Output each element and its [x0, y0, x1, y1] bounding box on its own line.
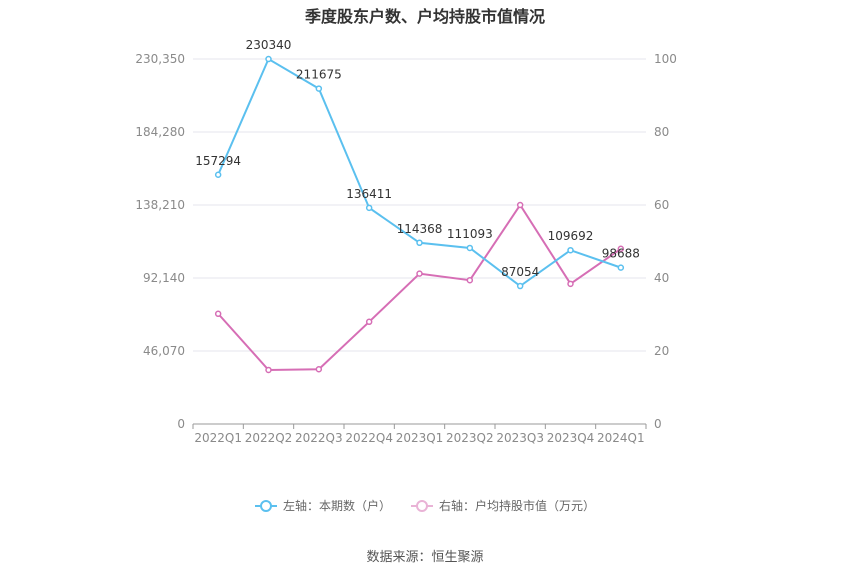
series-right [214, 201, 625, 374]
legend-right-label: 右轴：户均持股市值（万元） [439, 499, 596, 513]
series-right-point [516, 201, 524, 209]
chart-title: 季度股东户数、户均持股市值情况 [304, 7, 545, 26]
series-left-point [416, 239, 423, 247]
series-right-point [617, 245, 625, 253]
series-right-point [265, 366, 272, 374]
legend-left-label: 左轴：本期数（户） [282, 499, 391, 513]
x-tick-label: 2023Q4 [547, 431, 595, 445]
right-tick-label: 100 [654, 52, 677, 66]
data-label: 230340 [246, 38, 292, 52]
legend: 左轴：本期数（户） 右轴：户均持股市值（万元） [0, 497, 850, 514]
series-right-point [416, 270, 423, 277]
legend-right-marker-icon [411, 499, 433, 512]
right-tick-label: 20 [654, 344, 669, 358]
left-tick-label: 92,140 [143, 271, 185, 285]
data-label: 109692 [548, 229, 594, 243]
series-left-point [466, 244, 474, 252]
data-label: 87054 [501, 265, 539, 279]
grid-lines [193, 58, 646, 352]
data-label: 211675 [296, 68, 342, 82]
data-label: 157294 [195, 154, 241, 168]
x-tick-label: 2022Q3 [295, 431, 343, 445]
data-label: 111093 [447, 227, 493, 241]
series-left-point [567, 246, 574, 254]
x-tick-label: 2022Q4 [345, 431, 393, 445]
x-tick-label: 2024Q1 [597, 431, 645, 445]
right-tick-label: 0 [654, 417, 662, 431]
data-label: 136411 [346, 187, 392, 201]
left-axis-ticks: 0 46,070 92,140 138,210 184,280 230,350 [135, 52, 185, 431]
series-right-point [214, 310, 222, 318]
series-left-point [214, 171, 222, 179]
series-left-point [315, 85, 323, 92]
legend-left-marker-icon [254, 499, 277, 512]
legend-item-right[interactable]: 右轴：户均持股市值（万元） [411, 497, 595, 514]
x-tick-label: 2023Q1 [396, 431, 444, 445]
source-note: 数据来源：恒生聚源 [366, 550, 484, 565]
legend-item-left[interactable]: 左轴：本期数（户） [254, 497, 391, 514]
right-axis-ticks: 0 20 40 60 80 100 [654, 52, 677, 431]
series-right-point [315, 366, 323, 373]
right-tick-label: 40 [654, 271, 669, 285]
left-tick-label: 230,350 [135, 52, 185, 66]
data-labels: 157294 230340 211675 136411 114368 111093 8705… [195, 38, 640, 279]
series-right-point [567, 280, 574, 288]
series-right-point [466, 276, 474, 284]
x-tick-label: 2022Q1 [194, 431, 242, 445]
series-left-point [617, 264, 625, 271]
series-left-point [516, 282, 524, 290]
x-tick-label: 2022Q2 [245, 431, 293, 445]
series-left [214, 55, 625, 290]
left-tick-label: 0 [177, 417, 185, 431]
x-tick-label: 2023Q2 [446, 431, 494, 445]
left-tick-label: 184,280 [135, 125, 185, 139]
series-left-point [265, 55, 272, 63]
right-tick-label: 60 [654, 198, 669, 212]
data-label: 114368 [397, 222, 443, 236]
series-left-point [365, 204, 373, 212]
x-tick-label: 2023Q3 [496, 431, 544, 445]
data-label: 98688 [602, 247, 640, 261]
right-tick-label: 80 [654, 125, 669, 139]
left-tick-label: 46,070 [143, 344, 185, 358]
x-axis: 2022Q1 2022Q2 2022Q3 2022Q4 2023Q1 2023Q2 2023… [192, 423, 647, 445]
series-left-line [217, 57, 622, 288]
left-tick-label: 138,210 [135, 198, 185, 212]
series-right-point [365, 318, 373, 326]
